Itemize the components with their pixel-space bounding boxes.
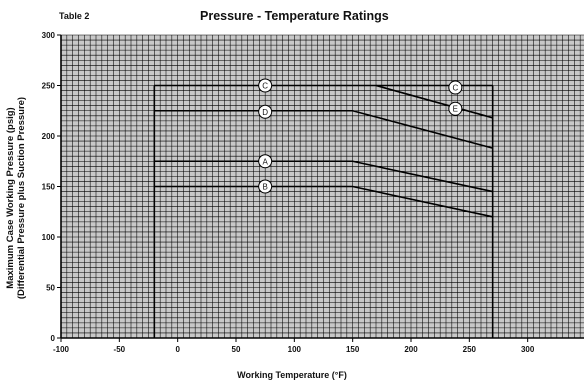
marker-circle xyxy=(258,78,273,93)
marker-label: C xyxy=(262,82,268,91)
marker-c: C xyxy=(258,78,273,93)
x-tick-label: 250 xyxy=(463,345,477,354)
x-tick-label: -100 xyxy=(53,345,70,354)
x-tick-label: 150 xyxy=(346,345,360,354)
y-tick-label: 50 xyxy=(46,284,55,293)
grid xyxy=(60,34,584,339)
y-tick-label: 250 xyxy=(42,82,56,91)
series-line-a xyxy=(154,160,493,193)
marker-circle xyxy=(448,80,463,95)
y-tick-label: 300 xyxy=(42,31,56,40)
x-tick-label: 100 xyxy=(288,345,302,354)
y-axis-label: Maximum Case Working Pressure (psig) (Di… xyxy=(5,28,27,368)
series-markers: C C D E A B xyxy=(258,78,463,194)
x-tick-label: -50 xyxy=(114,345,126,354)
y-axis-label-line-1: Maximum Case Working Pressure (psig) xyxy=(5,107,16,289)
marker-circle xyxy=(258,154,273,169)
marker-circle xyxy=(258,104,273,119)
x-tick-label: 200 xyxy=(404,345,418,354)
series-line-d xyxy=(154,109,493,149)
marker-circle xyxy=(448,101,463,116)
marker-circle xyxy=(258,179,273,194)
y-tick-label: 100 xyxy=(42,233,56,242)
series-lines xyxy=(153,84,494,338)
x-tick-label: 300 xyxy=(521,345,535,354)
marker-label: A xyxy=(262,157,268,166)
y-tick-label: 150 xyxy=(42,183,56,192)
y-axis-label-line-2: (Differential Pressure plus Suction Pres… xyxy=(16,96,27,300)
chart-title: Pressure - Temperature Ratings xyxy=(200,9,389,23)
marker-label: B xyxy=(262,183,267,192)
y-tick-label: 0 xyxy=(51,334,56,343)
x-tick-label: 0 xyxy=(175,345,180,354)
marker-label: D xyxy=(262,108,268,117)
series-line-b xyxy=(154,185,493,218)
y-tick-label: 200 xyxy=(42,132,56,141)
marker-c: C xyxy=(448,80,463,95)
marker-label: E xyxy=(453,105,458,114)
ticks: -100-50050100150200250300305010015020025… xyxy=(42,31,584,354)
table-label: Table 2 xyxy=(59,11,90,21)
marker-d: D xyxy=(258,104,273,119)
marker-e: E xyxy=(448,101,463,116)
marker-label: C xyxy=(452,84,458,93)
marker-a: A xyxy=(258,154,273,169)
marker-b: B xyxy=(258,179,273,194)
x-tick-label: 50 xyxy=(232,345,241,354)
x-axis-label: Working Temperature (°F) xyxy=(237,370,347,380)
